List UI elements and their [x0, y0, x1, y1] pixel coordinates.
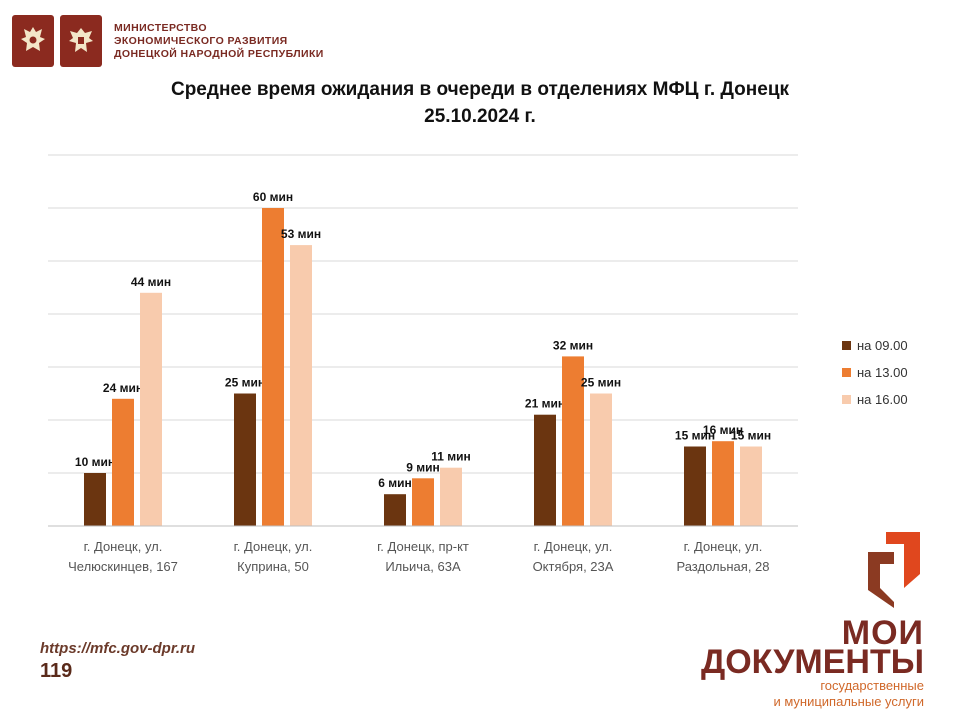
legend-label: на 09.00 — [857, 338, 908, 353]
page-number: 119 — [40, 660, 73, 682]
bar-chart: 10 мин 24 мин 44 мин г. Донецк, ул. Челюскин… — [48, 154, 798, 574]
brand-line-1: МОИ — [841, 614, 924, 652]
data-label: 24 мин — [103, 381, 143, 395]
legend-label: на 13.00 — [857, 365, 908, 380]
brand-line-2: ДОКУМЕНТЫ — [700, 643, 924, 681]
data-label: 10 мин — [75, 455, 115, 469]
x-tick-label: Ильича, 63А — [385, 559, 461, 574]
chart-title: Среднее время ожидания в очереди в отдел… — [0, 76, 960, 130]
dpr-eagle-emblem-icon — [60, 15, 102, 67]
data-label: 15 мин — [731, 429, 771, 443]
russia-eagle-emblem-icon — [12, 15, 54, 67]
legend-item: на 09.00 — [842, 332, 908, 359]
moi-dokumenty-logo-icon — [868, 532, 920, 608]
ministry-line: ЭКОНОМИЧЕСКОГО РАЗВИТИЯ — [114, 34, 288, 47]
bar — [140, 292, 162, 526]
data-label: 16 мин — [703, 423, 743, 437]
data-label: 25 мин — [225, 376, 265, 390]
bar — [384, 494, 406, 526]
bar — [534, 414, 556, 526]
legend-label: на 16.00 — [857, 392, 908, 407]
chart-title-date: 25.10.2024 г. — [424, 106, 536, 127]
bar — [290, 245, 312, 526]
data-label: 53 мин — [281, 227, 321, 241]
brand-subtitle-2: и муниципальные услуги — [773, 694, 924, 709]
bar — [234, 393, 256, 526]
bar — [740, 446, 762, 526]
ministry-name: МИНИСТЕРСТВО ЭКОНОМИЧЕСКОГО РАЗВИТИЯ ДОН… — [114, 22, 324, 61]
x-tick-label: г. Донецк, пр-кт — [377, 539, 469, 554]
x-tick-label: г. Донецк, ул. — [234, 539, 313, 554]
bar — [112, 398, 134, 526]
data-label: 15 мин — [675, 429, 715, 443]
legend-swatch — [842, 368, 851, 377]
data-label: 32 мин — [553, 338, 593, 352]
data-label: 11 мин — [431, 450, 471, 464]
x-tick-label: г. Донецк, ул. — [84, 539, 163, 554]
ministry-header: МИНИСТЕРСТВО ЭКОНОМИЧЕСКОГО РАЗВИТИЯ ДОН… — [12, 14, 324, 68]
legend-swatch — [842, 341, 851, 350]
data-label: 9 мин — [406, 460, 440, 474]
ministry-line: МИНИСТЕРСТВО — [114, 21, 207, 34]
x-tick-label: Челюскинцев, 167 — [68, 559, 178, 574]
chart-legend: на 09.00 на 13.00 на 16.00 — [842, 332, 908, 413]
bar — [590, 393, 612, 526]
bar — [712, 441, 734, 526]
data-label: 44 мин — [131, 275, 171, 289]
bar — [684, 446, 706, 526]
bar — [84, 473, 106, 526]
x-tick-label: Куприна, 50 — [237, 559, 309, 574]
data-label: 6 мин — [378, 476, 412, 490]
x-tick-label: г. Донецк, ул. — [534, 539, 613, 554]
bar — [440, 467, 462, 526]
bar — [412, 478, 434, 526]
x-tick-label: Октября, 23А — [533, 559, 614, 574]
legend-swatch — [842, 395, 851, 404]
legend-item: на 13.00 — [842, 359, 908, 386]
bar — [562, 356, 584, 526]
data-label: 60 мин — [253, 190, 293, 204]
ministry-line: ДОНЕЦКОЙ НАРОДНОЙ РЕСПУБЛИКИ — [114, 47, 324, 60]
legend-item: на 16.00 — [842, 386, 908, 413]
brand-subtitle-1: государственные — [820, 678, 924, 693]
x-tick-label: Раздольная, 28 — [676, 559, 769, 574]
x-tick-label: г. Донецк, ул. — [684, 539, 763, 554]
data-label: 25 мин — [581, 376, 621, 390]
website-url[interactable]: https://mfc.gov-dpr.ru — [40, 640, 195, 657]
moi-dokumenty-brand: МОИ ДОКУМЕНТЫ государственные и муниципа… — [700, 530, 924, 710]
chart-title-line: Среднее время ожидания в очереди в отдел… — [170, 79, 790, 100]
data-label: 21 мин — [525, 397, 565, 411]
bar — [262, 208, 284, 526]
